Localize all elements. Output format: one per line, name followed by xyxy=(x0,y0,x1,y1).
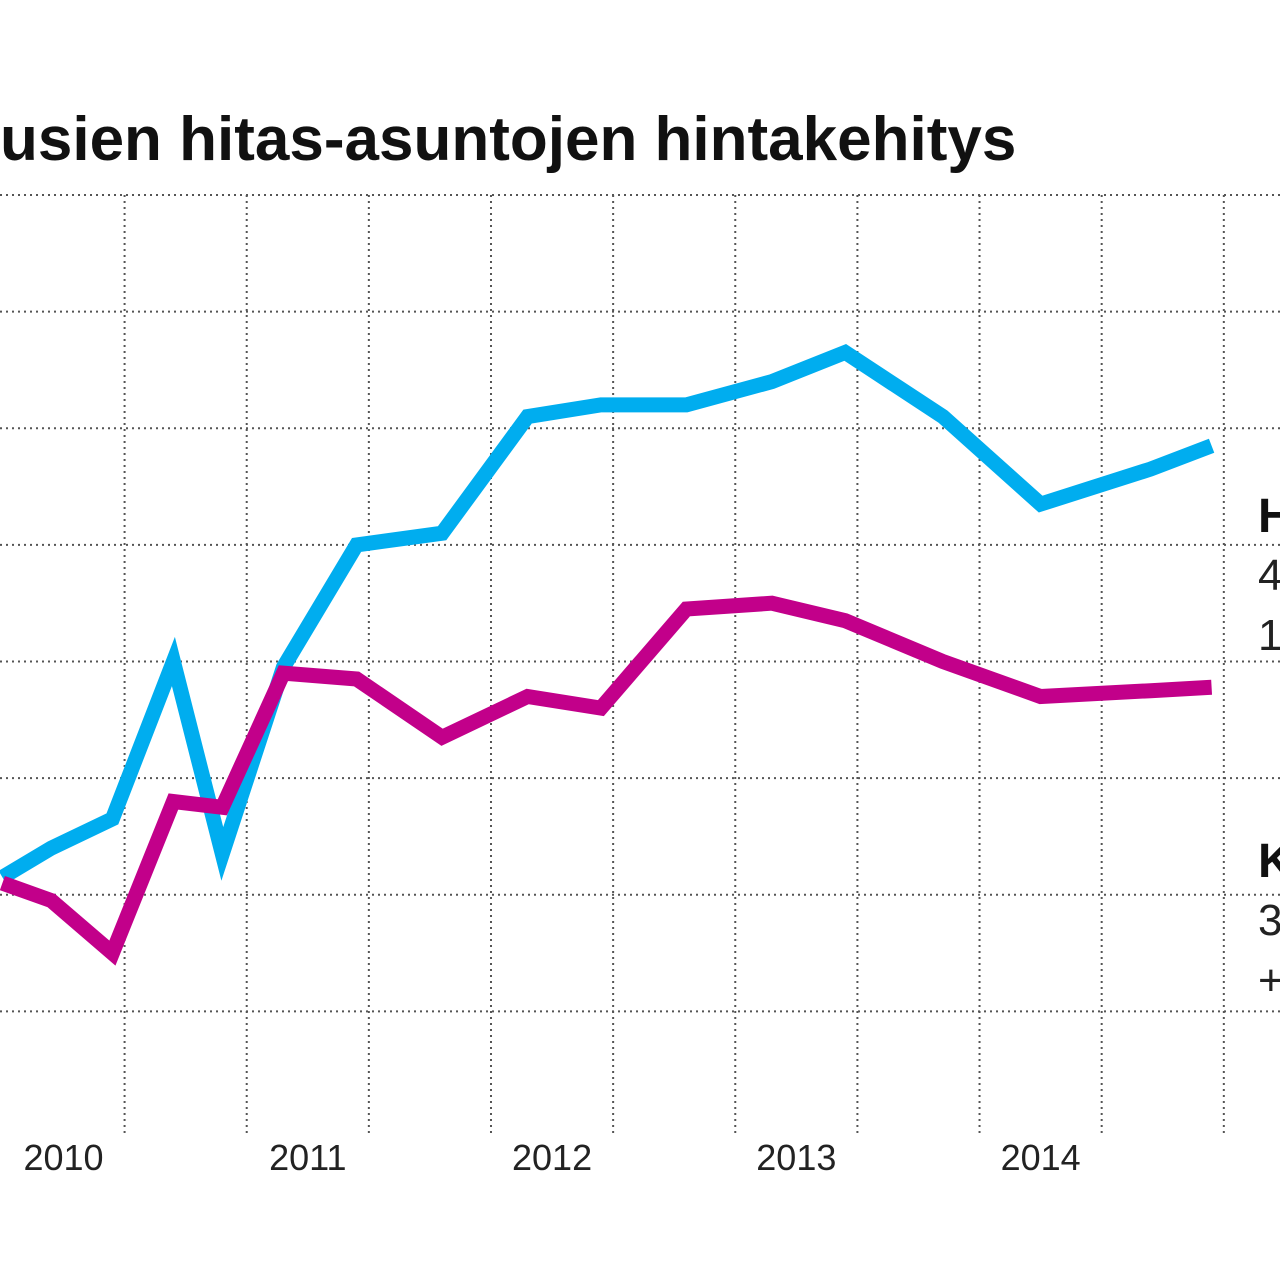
x-tick-label: 2014 xyxy=(1001,1137,1081,1178)
series-label-blue-line2: 1 xyxy=(1258,611,1280,660)
series-label-magenta-line2: + xyxy=(1258,956,1280,1005)
series-label-blue: H 4 1 xyxy=(1258,490,1280,660)
series-label-magenta-line1: 3 xyxy=(1258,896,1280,945)
series-line-magenta xyxy=(0,595,1213,966)
x-tick-label: 2011 xyxy=(269,1137,346,1178)
series-label-magenta-title: K xyxy=(1258,835,1280,888)
x-tick-label: 2010 xyxy=(23,1137,103,1178)
series-line-blue xyxy=(0,343,1215,884)
x-tick-label: 2012 xyxy=(512,1137,592,1178)
series-label-blue-title: H xyxy=(1258,490,1280,543)
series-label-magenta: K 3 + xyxy=(1258,835,1280,1005)
x-tick-label: 2013 xyxy=(756,1137,836,1178)
series-group xyxy=(0,343,1215,966)
x-axis-ticks: 2010 2011 2012 2013 2014 xyxy=(23,1137,1080,1178)
series-label-blue-line1: 4 xyxy=(1258,551,1280,600)
chart-title: usien hitas-asuntojen hintakehitys xyxy=(0,105,1016,174)
